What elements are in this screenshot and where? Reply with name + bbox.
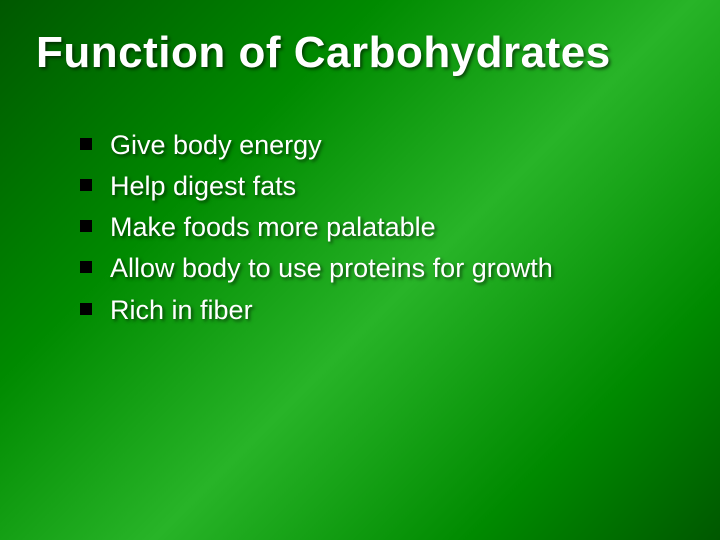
bullet-text: Allow body to use proteins for growth: [110, 249, 553, 288]
bullet-icon: [80, 303, 92, 315]
list-item: Rich in fiber: [80, 291, 684, 330]
bullet-text: Make foods more palatable: [110, 208, 436, 247]
bullet-text: Help digest fats: [110, 167, 296, 206]
slide-title: Function of Carbohydrates: [36, 28, 684, 78]
bullet-icon: [80, 138, 92, 150]
list-item: Allow body to use proteins for growth: [80, 249, 684, 288]
bullet-icon: [80, 220, 92, 232]
list-item: Make foods more palatable: [80, 208, 684, 247]
bullet-list: Give body energy Help digest fats Make f…: [36, 126, 684, 330]
bullet-text: Rich in fiber: [110, 291, 253, 330]
slide: Function of Carbohydrates Give body ener…: [0, 0, 720, 540]
list-item: Give body energy: [80, 126, 684, 165]
bullet-text: Give body energy: [110, 126, 322, 165]
bullet-icon: [80, 179, 92, 191]
bullet-icon: [80, 261, 92, 273]
list-item: Help digest fats: [80, 167, 684, 206]
